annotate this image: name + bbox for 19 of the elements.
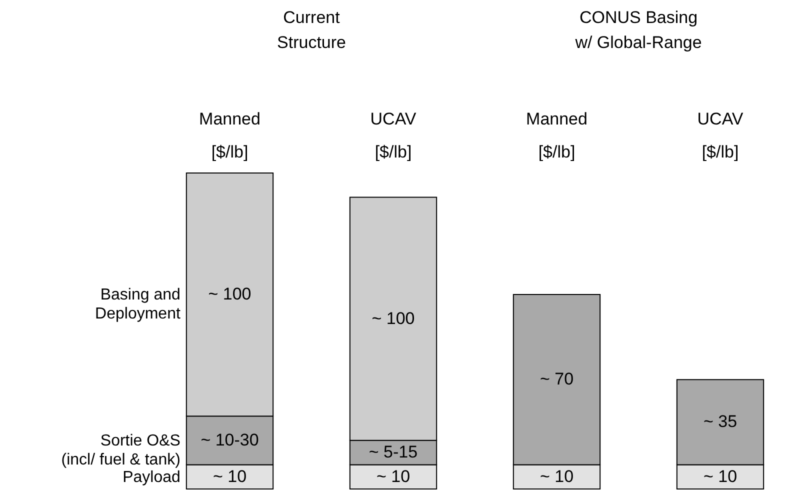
data-label: ~ 35 (703, 412, 738, 432)
data-label: ~ 10-30 (200, 430, 259, 450)
text: CONUS Basing w/ Global-Range (574, 8, 702, 52)
x-tick-label: UCAV [$/lb] (697, 110, 744, 162)
x-tick-label: Manned [$/lb] (526, 110, 588, 162)
data-label: ~ 10 (376, 466, 410, 486)
series-label: Payload (122, 468, 180, 486)
series-label: Sortie O&S (incl/ fuel & tank) (61, 432, 180, 468)
data-label: ~ 10 (540, 466, 574, 486)
data-label: ~ 100 (372, 308, 415, 328)
x-tick-label: UCAV [$/lb] (370, 110, 417, 162)
data-label: ~ 70 (540, 370, 574, 389)
data-label: ~ 5-15 (368, 442, 418, 462)
data-label: ~ 100 (208, 284, 252, 304)
series-label: Basing and Deployment (95, 286, 181, 323)
x-tick-label: Manned [$/lb] (199, 110, 260, 162)
text: Current Structure (277, 8, 346, 52)
data-label: ~ 10 (703, 466, 738, 486)
data-label: ~ 10 (212, 466, 247, 486)
